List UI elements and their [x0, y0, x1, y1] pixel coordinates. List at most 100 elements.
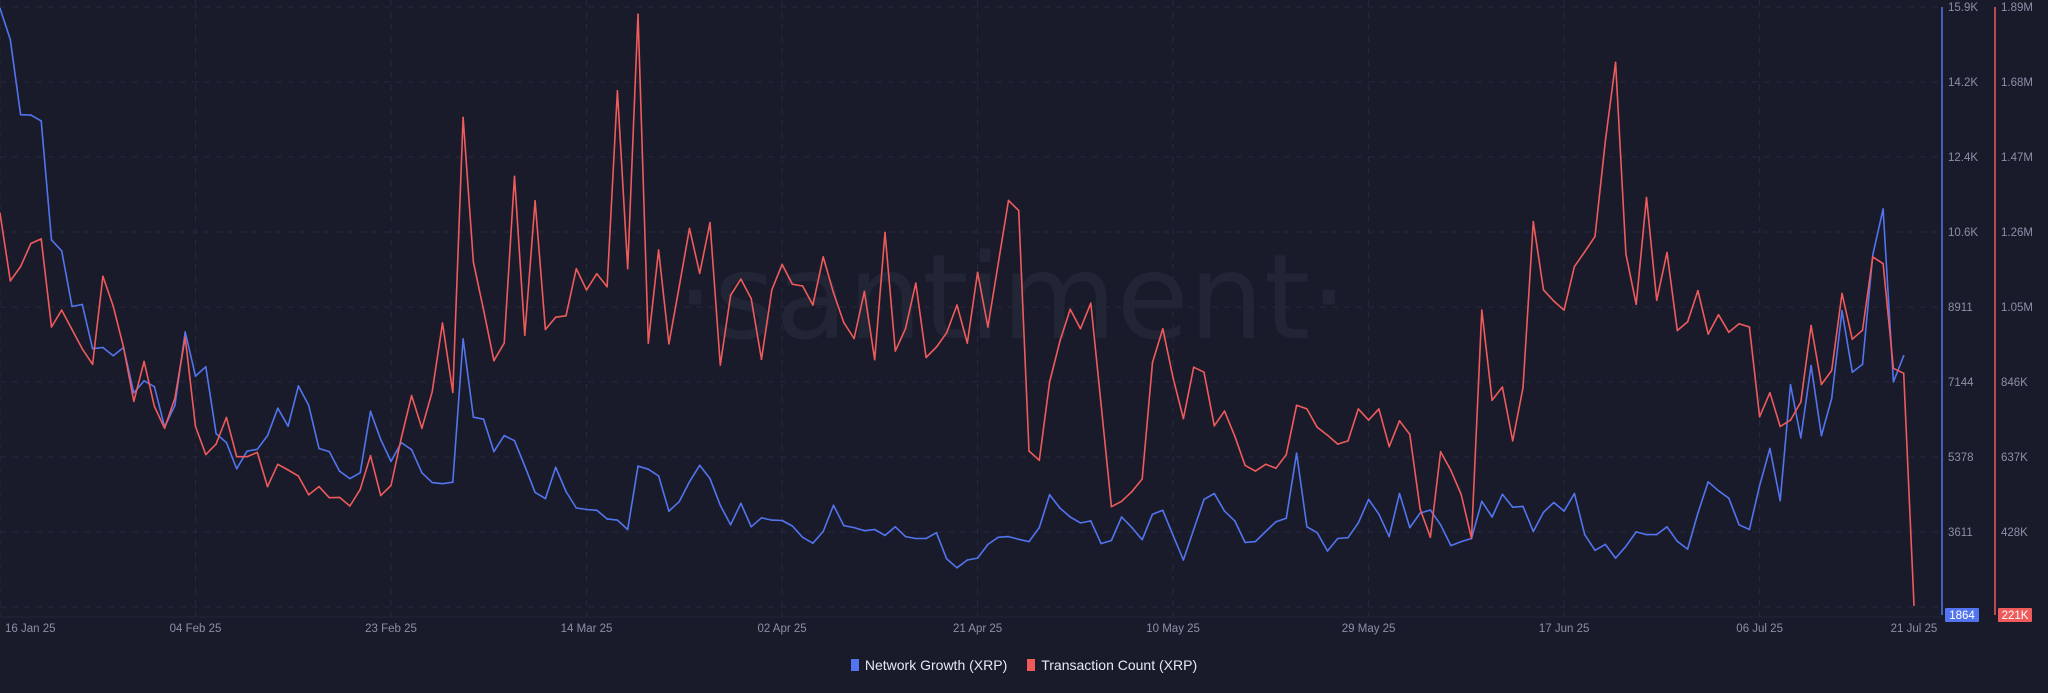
network-growth-point	[1635, 531, 1637, 533]
network-growth-point	[235, 468, 238, 470]
legend-item-network-growth[interactable]: Network Growth (XRP)	[850, 657, 1007, 673]
network-growth-point	[637, 465, 639, 467]
transaction-count-point	[225, 416, 228, 419]
network-growth-point	[544, 497, 547, 500]
transaction-count-point	[338, 496, 341, 499]
network-growth-point	[657, 475, 660, 477]
transaction-count-point	[1089, 302, 1092, 305]
legend: Network Growth (XRP) Transaction Count (…	[0, 657, 2048, 673]
y-tick-label: 1.26M	[2001, 227, 2033, 239]
transaction-count-point	[307, 494, 310, 496]
network-growth-point	[1697, 512, 1699, 514]
transaction-count-point	[1614, 61, 1617, 64]
x-tick-label: 23 Feb 25	[365, 623, 417, 635]
network-growth-point	[143, 379, 145, 382]
transaction-count-point	[1779, 425, 1782, 428]
transaction-count-point	[143, 360, 145, 363]
transaction-count-point	[760, 358, 763, 361]
transaction-count-point	[709, 221, 711, 224]
transaction-count-point	[40, 238, 42, 240]
network-growth-point	[884, 534, 886, 537]
network-growth-point	[277, 407, 279, 409]
transaction-count-point	[1203, 371, 1205, 374]
transaction-count-point	[853, 337, 855, 340]
transaction-count-point	[1429, 536, 1432, 539]
transaction-count-point	[1872, 256, 1874, 258]
transaction-count-point	[194, 425, 197, 428]
transaction-count-point	[791, 283, 794, 285]
transaction-count-point	[1007, 199, 1010, 202]
network-growth-point	[1727, 497, 1730, 500]
network-growth-point	[266, 434, 269, 437]
transaction-count-point	[1275, 467, 1277, 470]
network-growth-point	[1408, 526, 1411, 529]
transaction-count-point	[534, 199, 536, 202]
transaction-count-point	[349, 505, 351, 507]
network-growth-point	[410, 448, 413, 451]
transaction-count-point	[266, 485, 269, 488]
transaction-count-point	[575, 267, 578, 270]
network-growth-point	[709, 477, 711, 480]
transaction-count-point	[1460, 493, 1463, 496]
transaction-count-point	[277, 463, 279, 466]
transaction-count-point	[1542, 289, 1545, 291]
network-growth-point	[1398, 492, 1401, 495]
y-tick-label: 637K	[2001, 452, 2028, 464]
network-growth-point	[534, 491, 536, 494]
transaction-count-point	[1306, 408, 1308, 410]
network-growth-point	[1717, 489, 1720, 492]
network-growth-point	[1079, 522, 1082, 524]
network-growth-point	[1203, 498, 1205, 501]
network-growth-point	[40, 120, 42, 122]
network-growth-point	[1069, 516, 1071, 518]
network-growth-point	[698, 464, 701, 467]
network-growth-point	[668, 510, 670, 512]
network-growth-point	[1625, 545, 1627, 548]
network-growth-point	[1902, 354, 1905, 357]
transaction-count-point	[1841, 292, 1843, 295]
network-growth-point	[1347, 536, 1349, 539]
network-growth-point	[503, 434, 506, 437]
transaction-count-point	[1789, 419, 1792, 421]
network-growth-point	[1758, 484, 1761, 487]
y-tick-label: 10.6K	[1948, 227, 1978, 239]
network-growth-point	[1779, 499, 1782, 502]
transaction-count-point	[1800, 401, 1802, 403]
transaction-count-point	[637, 13, 639, 15]
transaction-count-point	[1697, 289, 1699, 292]
transaction-count-point	[163, 427, 166, 430]
transaction-count-point	[1141, 478, 1144, 480]
transaction-count-point	[1264, 463, 1267, 466]
network-growth-point	[246, 450, 248, 453]
network-growth-point	[596, 509, 598, 512]
transaction-count-point	[678, 285, 680, 288]
transaction-count-point	[1038, 459, 1041, 462]
network-growth-point	[71, 305, 73, 308]
network-growth-point	[832, 504, 835, 507]
legend-item-transaction-count[interactable]: Transaction Count (XRP)	[1027, 657, 1197, 673]
network-growth-point	[421, 471, 423, 474]
network-growth-point	[132, 392, 135, 394]
transaction-count-point	[30, 242, 32, 245]
transaction-count-point	[729, 294, 732, 297]
transaction-count-point	[1635, 303, 1637, 306]
network-growth-point	[287, 425, 289, 427]
transaction-count-point	[482, 309, 485, 311]
transaction-count-point	[462, 116, 464, 119]
transaction-count-point	[1378, 408, 1380, 410]
network-growth-point	[390, 460, 392, 463]
transaction-count-point	[1645, 196, 1648, 199]
transaction-count-point	[1655, 299, 1658, 302]
transaction-count-point	[1336, 443, 1339, 445]
network-growth-point	[30, 114, 32, 116]
network-growth-point	[1254, 540, 1257, 543]
y-tick-label: 7144	[1948, 377, 1974, 389]
network-growth-point	[1048, 493, 1051, 496]
transaction-count-point	[698, 272, 701, 275]
network-growth-point	[1583, 533, 1586, 536]
network-growth-point	[359, 471, 361, 474]
transaction-count-point	[925, 356, 927, 359]
transaction-count-point	[1522, 386, 1524, 389]
network-growth-point	[338, 470, 341, 472]
y-tick-label: 12.4K	[1948, 152, 1978, 164]
